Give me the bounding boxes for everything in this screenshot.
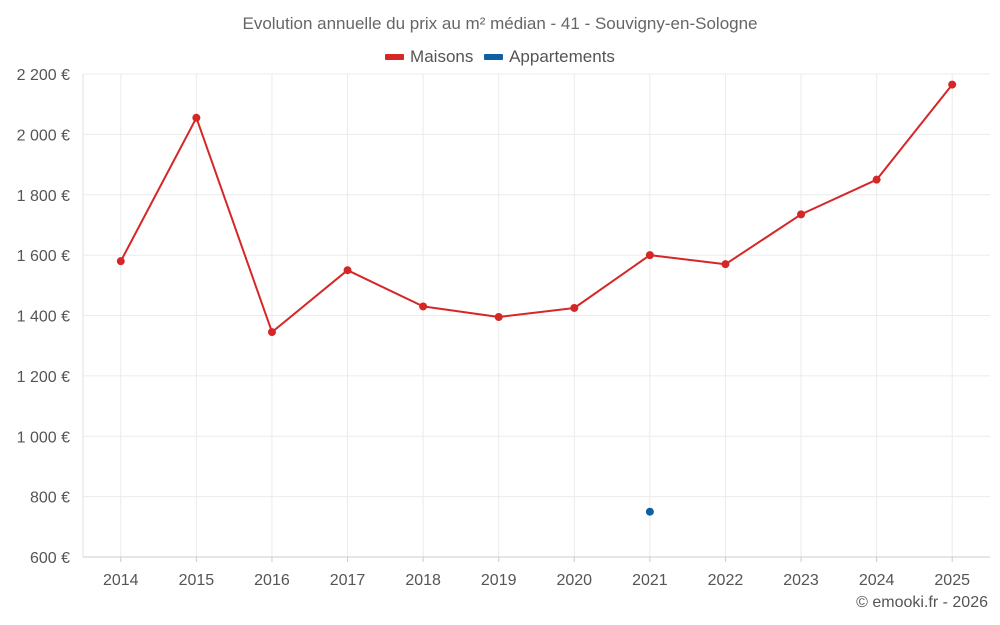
copyright-text: © emooki.fr - 2026 (856, 594, 988, 611)
y-tick-label: 1 600 € (17, 248, 70, 265)
legend-label-appartements: Appartements (509, 47, 615, 66)
x-tick-label: 2025 (934, 572, 970, 589)
x-tick-label: 2019 (481, 572, 517, 589)
x-tick-label: 2016 (254, 572, 290, 589)
axis-layer: 600 € 800 € 1 000 € 1 200 € 1 400 € 1 600 € 1 … (17, 67, 990, 589)
x-tick-label: 2020 (556, 572, 592, 589)
data-point-maisons (570, 303, 579, 312)
y-tick-label: 800 € (30, 490, 70, 507)
data-point-maisons (494, 313, 503, 322)
data-point-maisons (116, 257, 125, 266)
legend-swatch-appartements (484, 54, 504, 60)
data-point-maisons (419, 302, 428, 311)
data-point-maisons (267, 328, 276, 337)
y-tick-label: 1 400 € (17, 309, 70, 326)
y-tick-label: 2 200 € (17, 67, 70, 84)
data-point-maisons (343, 266, 352, 275)
data-point-maisons (797, 210, 806, 219)
legend-swatch-maisons (385, 54, 405, 60)
y-tick-label: 1 800 € (17, 188, 70, 205)
x-tick-label: 2023 (783, 572, 819, 589)
x-tick-label: 2014 (103, 572, 139, 589)
series-layer (116, 80, 957, 516)
y-tick-label: 2 000 € (17, 127, 70, 144)
series-line-maisons (119, 83, 953, 334)
data-point-maisons (192, 113, 201, 122)
data-point-maisons (872, 175, 881, 184)
x-tick-label: 2015 (179, 572, 215, 589)
x-tick-label: 2017 (330, 572, 366, 589)
grid-layer (83, 73, 990, 557)
y-tick-label: 1 000 € (17, 429, 70, 446)
y-tick-label: 1 200 € (17, 369, 70, 386)
data-point-maisons (948, 80, 957, 89)
x-tick-label: 2024 (859, 572, 895, 589)
x-tick-label: 2021 (632, 572, 668, 589)
y-tick-label: 600 € (30, 550, 70, 567)
legend-item-maisons[interactable]: Maisons (385, 47, 473, 67)
data-point-maisons (721, 260, 730, 269)
data-point-maisons (645, 251, 654, 260)
legend: Maisons Appartements (0, 45, 1000, 67)
legend-label-maisons: Maisons (410, 47, 474, 66)
data-point-appartements (645, 507, 654, 516)
chart-title: Evolution annuelle du prix au m² médian … (242, 14, 758, 33)
x-tick-label: 2018 (405, 572, 441, 589)
legend-item-appartements[interactable]: Appartements (484, 47, 615, 67)
x-tick-label: 2022 (708, 572, 744, 589)
